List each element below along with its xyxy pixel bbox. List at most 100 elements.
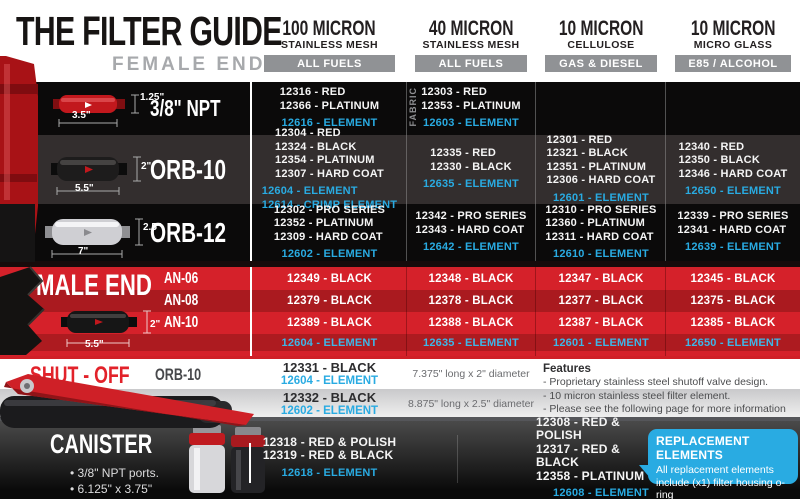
part-cell: 12339 - PRO SERIES 12341 - HARD COAT 126…	[666, 204, 800, 261]
part-cell: 12335 - RED 12330 - BLACK 12635 - ELEMEN…	[406, 135, 536, 204]
section-divider	[0, 261, 800, 267]
part-cell-empty	[536, 82, 666, 135]
column-divider	[406, 82, 407, 261]
part-cell: 12375 - BLACK	[690, 295, 776, 307]
part-cell: 12308 - RED & POLISH 12317 - RED & BLACK…	[536, 415, 666, 499]
male-end-title: MALE END	[36, 269, 152, 302]
element-part-numbers: 12601 - ELEMENT	[553, 336, 649, 349]
element-part-numbers: 12601 - ELEMENT	[553, 191, 649, 204]
part-cell: 12310 - PRO SERIES 12360 - PLATINUM 1231…	[536, 204, 666, 261]
part-cell: 12303 - RED 12353 - PLATINUM 12603 - ELE…	[406, 82, 536, 135]
male-height-dimension: 2"	[150, 319, 161, 330]
column-divider	[406, 267, 407, 356]
row-label-orb12: ORB-12	[155, 395, 202, 414]
column-header-10-micron-cellulose: 10 MICRON CELLULOSE GAS & DIESEL	[536, 17, 666, 72]
orb10-length-dimension: 5.5"	[75, 183, 94, 194]
part-numbers: 12316 - RED 12366 - PLATINUM	[279, 86, 380, 112]
label-data-divider	[250, 267, 252, 356]
male-filter-image	[61, 310, 151, 347]
column-media-label: MICRO GLASS	[693, 39, 773, 51]
part-numbers: 12310 - PRO SERIES 12360 - PLATINUM 1231…	[545, 203, 657, 243]
row-label-an10: AN-10	[164, 314, 199, 331]
male-end-section: AN-06 12349 - BLACK 12348 - BLACK 12347 …	[0, 261, 800, 356]
element-part-number: 12604 - ELEMENT	[280, 375, 379, 387]
section-top-border	[0, 356, 800, 359]
part-number: 12331 - BLACK	[282, 360, 377, 375]
part-numbers: 12340 - RED 12350 - BLACK 12346 - HARD C…	[678, 140, 788, 180]
column-micron-label: 100 MICRON	[282, 17, 377, 40]
female-end-table: 1.25" 3.5" 3/8" NPT FABRIC 12316 - RED 1…	[0, 82, 800, 261]
part-cell: 12316 - RED 12366 - PLATINUM 12616 - ELE…	[253, 82, 406, 135]
element-part-numbers: 12639 - ELEMENT	[685, 241, 781, 254]
replacement-elements-callout: REPLACEMENT ELEMENTS All replacement ele…	[639, 429, 798, 499]
column-divider	[535, 82, 536, 261]
row-label-orb10: ORB-10	[155, 365, 202, 384]
element-part-numbers: 12650 - ELEMENT	[685, 185, 781, 197]
row-an06: AN-06 12349 - BLACK 12348 - BLACK 12347 …	[0, 267, 800, 290]
column-media-label: CELLULOSE	[567, 39, 635, 51]
column-header-10-micron-microglass: 10 MICRON MICRO GLASS E85 / ALCOHOL	[666, 17, 800, 72]
row-label-npt: 3/8" NPT	[150, 95, 221, 121]
element-part-numbers: 12642 - ELEMENT	[423, 241, 519, 254]
part-cell: 12331 - BLACK 12604 - ELEMENT	[253, 361, 406, 388]
orb10-filter-image	[51, 156, 141, 195]
part-cell: 12388 - BLACK	[428, 317, 514, 329]
part-cell: 12342 - PRO SERIES 12343 - HARD COAT 126…	[406, 204, 536, 261]
callout-body: All replacement elements include (x1) fi…	[656, 464, 785, 499]
female-end-section-label: FEMALE END	[112, 54, 266, 75]
part-numbers: 12342 - PRO SERIES 12343 - HARD COAT	[415, 210, 527, 236]
orb12-length-dimension: 7"	[78, 246, 89, 257]
features-list: - Proprietary stainless steel shutoff va…	[543, 376, 786, 415]
row-elements: 12604 - ELEMENT 12635 - ELEMENT 12601 - …	[0, 334, 800, 351]
page-title-text: THE FILTER GUIDE	[16, 8, 282, 54]
npt-height-dimension: 1.25"	[140, 92, 165, 103]
element-part-numbers: 12635 - ELEMENT	[423, 336, 519, 349]
column-divider	[457, 435, 458, 483]
shut-off-title: SHUT - OFF	[30, 362, 130, 389]
part-cell: 12304 - RED 12324 - BLACK 12354 - PLATIN…	[253, 127, 406, 211]
part-numbers: 12335 - RED 12330 - BLACK	[430, 147, 512, 173]
column-fuel-badge: ALL FUELS	[263, 55, 396, 72]
label-data-divider	[250, 82, 252, 261]
part-cell: 12387 - BLACK	[558, 317, 644, 329]
column-fuel-badge: GAS & DIESEL	[545, 55, 657, 72]
part-cell: 12347 - BLACK	[558, 272, 644, 285]
part-cell: 12302 - PRO SERIES 12352 - PLATINUM 1230…	[253, 204, 406, 261]
row-label-an08: AN-08	[164, 292, 199, 309]
element-part-numbers: 12618 - ELEMENT	[281, 466, 378, 479]
part-numbers: 12318 - RED & POLISH 12319 - RED & BLACK	[262, 434, 397, 463]
part-cell: 12340 - RED 12350 - BLACK 12346 - HARD C…	[666, 135, 800, 204]
element-part-numbers: 12616 - ELEMENT	[281, 117, 378, 130]
part-cell: 12345 - BLACK	[690, 272, 776, 285]
callout-title: REPLACEMENT ELEMENTS	[656, 434, 750, 462]
features-block: Features - Proprietary stainless steel s…	[543, 362, 798, 417]
column-fuel-badge: E85 / ALCOHOL	[675, 55, 791, 72]
part-numbers: 12304 - RED 12324 - BLACK 12354 - PLATIN…	[275, 127, 384, 180]
column-micron-label: 10 MICRON	[690, 17, 776, 40]
row-label-an06: AN-06	[164, 269, 199, 287]
column-media-label: STAINLESS MESH	[281, 39, 378, 51]
part-cell: 12379 - BLACK	[286, 295, 373, 307]
element-part-numbers: 12610 - ELEMENT	[553, 248, 649, 260]
column-media-label: STAINLESS MESH	[422, 39, 520, 51]
male-length-dimension: 5.5"	[85, 339, 104, 350]
section-footer-strip	[0, 351, 800, 356]
element-part-numbers: 12604 - ELEMENT 12614 - CRIMP ELEMENT	[261, 185, 398, 211]
part-cell: 12385 - BLACK	[690, 317, 776, 329]
row-npt: 1.25" 3.5" 3/8" NPT FABRIC 12316 - RED 1…	[0, 82, 800, 135]
element-part-numbers: 12604 - ELEMENT	[281, 336, 378, 349]
size-spec: 8.875" long x 2.5" diameter	[408, 398, 534, 410]
orb10-height-dimension: 2"	[141, 161, 152, 172]
orb12-filter-image	[45, 218, 143, 258]
part-numbers: 12339 - PRO SERIES 12341 - HARD COAT	[677, 210, 789, 236]
part-cell: 12389 - BLACK	[286, 317, 373, 329]
part-numbers: 12302 - PRO SERIES 12352 - PLATINUM 1230…	[273, 203, 386, 243]
label-data-divider	[249, 443, 251, 483]
part-numbers: 12303 - RED 12353 - PLATINUM	[421, 86, 521, 112]
element-part-numbers: 12603 - ELEMENT	[423, 117, 519, 130]
column-micron-label: 10 MICRON	[558, 17, 644, 40]
canister-section: CANISTER • 3/8" NPT ports. • 6.125" x 3.…	[0, 415, 800, 499]
part-number: 12332 - BLACK	[282, 390, 377, 405]
canister-specs: • 3/8" NPT ports. • 6.125" x 3.75"	[70, 466, 159, 496]
